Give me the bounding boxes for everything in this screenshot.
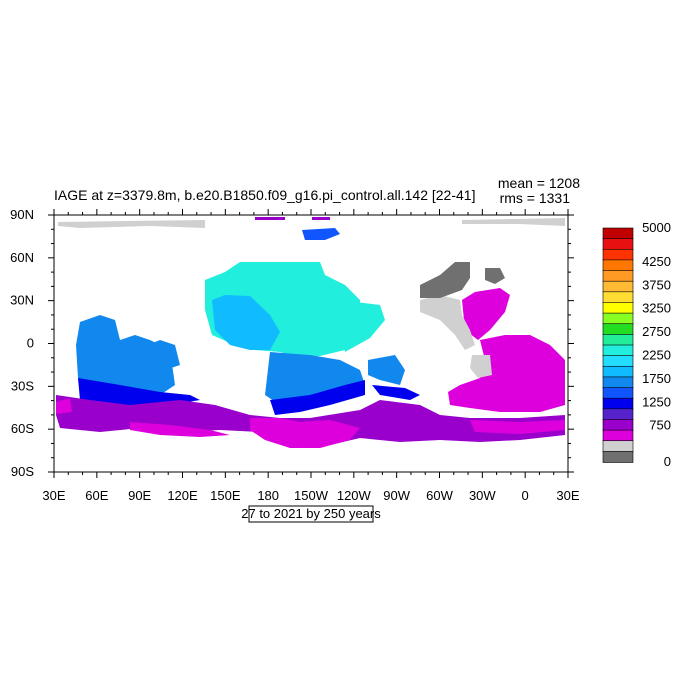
y-tick-label: 30N — [10, 293, 34, 308]
east-pacific-deep — [372, 385, 420, 400]
y-tick-label: 60S — [11, 421, 34, 436]
colorbar-swatch — [602, 280, 634, 293]
southern-magenta-4 — [470, 420, 565, 434]
arctic-field-west — [58, 220, 205, 228]
arctic-field-east — [462, 218, 565, 226]
colorbar-swatch — [602, 344, 634, 357]
y-tick-label: 0 — [27, 336, 34, 351]
colorbar-swatch — [602, 440, 634, 453]
south-pacific-deep — [270, 380, 365, 415]
y-tick-label: 30S — [11, 378, 34, 393]
colorbar-swatch — [602, 365, 634, 378]
x-tick-label: 120E — [167, 488, 198, 503]
pacific-east-field — [340, 300, 385, 352]
southern-magenta-1 — [250, 418, 360, 448]
x-tick-label: 150E — [210, 488, 241, 503]
colorbar-label: 0 — [664, 454, 671, 469]
y-axis: 90N 60N 30N 0 30S 60S 90S — [10, 207, 574, 479]
colorbar-swatch — [602, 397, 634, 410]
colorbar: 5000 4250 3750 3250 2750 2250 1750 1250 750 0 — [602, 220, 671, 469]
x-tick-label: 120W — [337, 488, 372, 503]
chart-title: IAGE at z=3379.8m, b.e20.B1850.f09_g16.p… — [54, 187, 475, 203]
x-tick-label: 0 — [522, 488, 529, 503]
x-tick-label: 90E — [128, 488, 151, 503]
colorbar-label: 4250 — [642, 254, 671, 269]
indian-deep-field — [78, 378, 200, 405]
x-tick-label: 30E — [556, 488, 579, 503]
x-tick-label: 60W — [426, 488, 453, 503]
colorbar-label: 3250 — [642, 301, 671, 316]
arctic-small-purple-2 — [312, 217, 330, 220]
arctic-small-purple — [255, 217, 285, 220]
x-tick-label: 180 — [257, 488, 279, 503]
colorbar-label: 3750 — [642, 277, 671, 292]
colorbar-swatch — [602, 355, 634, 368]
atlantic-grey-1 — [420, 295, 475, 350]
colorbar-label: 2250 — [642, 348, 671, 363]
southern-magenta-3 — [56, 398, 72, 414]
mean-stat: mean = 1208 — [498, 175, 580, 191]
colorbar-swatch — [602, 429, 634, 442]
time-range-frame — [248, 505, 374, 523]
colorbar-swatch — [602, 312, 634, 325]
colorbar-label: 5000 — [642, 220, 671, 235]
north-atlantic-field — [462, 288, 510, 340]
atlantic-grey-2 — [470, 355, 492, 378]
okhotsk-blue — [302, 228, 340, 240]
colorbar-swatch — [602, 323, 634, 336]
colorbar-label: 2750 — [642, 324, 671, 339]
colorbar-swatch — [602, 419, 634, 431]
time-range-label: 27 to 2021 by 250 years — [241, 506, 381, 521]
colorbar-swatch — [602, 238, 634, 251]
southern-ocean-band — [56, 395, 565, 445]
time-range-box: 27 to 2021 by 250 years — [241, 505, 381, 523]
colorbar-swatch — [602, 270, 634, 282]
x-axis: 30E 60E 90E 120E 150E 180 150W 120W 90W 60W 30W 0 30… — [42, 209, 580, 503]
indian-ocean-field — [76, 315, 175, 397]
colorbar-swatch — [602, 376, 634, 389]
colorbar-swatch — [602, 387, 634, 399]
x-tick-label: 30W — [469, 488, 496, 503]
south-atlantic-field — [448, 335, 565, 412]
x-tick-label: 90W — [383, 488, 410, 503]
east-pacific-blue — [368, 355, 405, 385]
colorbar-swatch — [602, 248, 634, 261]
colorbar-swatch — [602, 334, 634, 346]
bay-field — [140, 340, 180, 370]
colorbar-swatch — [602, 451, 634, 463]
ocean-fields — [56, 217, 565, 448]
y-tick-label: 90S — [11, 464, 34, 479]
southern-magenta-2 — [130, 422, 230, 437]
y-tick-label: 60N — [10, 250, 34, 265]
colorbar-label: 1750 — [642, 371, 671, 386]
x-tick-label: 150W — [294, 488, 329, 503]
x-tick-label: 30E — [42, 488, 65, 503]
colorbar-swatch — [602, 227, 634, 240]
colorbar-label: 750 — [649, 418, 671, 433]
pacific-mid-field — [212, 295, 280, 350]
labrador-grey — [485, 268, 505, 284]
colorbar-swatch — [602, 408, 634, 421]
x-tick-label: 60E — [85, 488, 108, 503]
rms-stat: rms = 1331 — [500, 190, 571, 206]
colorbar-label: 1250 — [642, 394, 671, 409]
y-tick-label: 90N — [10, 207, 34, 222]
colorbar-swatch — [602, 291, 634, 304]
colorbar-swatch — [602, 259, 634, 272]
colorbar-swatch — [602, 302, 634, 314]
nordic-dark-grey — [420, 262, 470, 298]
